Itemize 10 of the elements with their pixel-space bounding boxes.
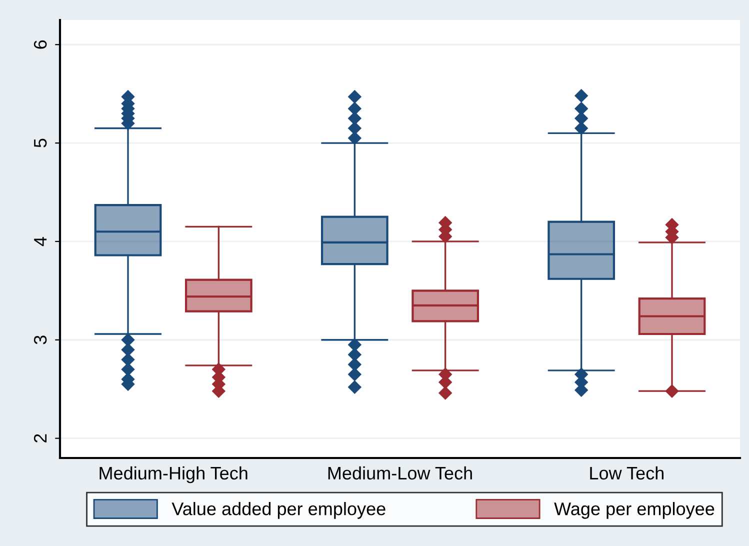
x-tick-label: Medium-Low Tech xyxy=(328,466,472,480)
x-tick-label: Low Tech xyxy=(590,466,664,480)
x-tick-label: Medium-High Tech xyxy=(100,466,248,484)
legend-label: Wage per employee xyxy=(554,502,714,519)
y-tick-label: 5 xyxy=(34,138,47,148)
y-tick-label: 3 xyxy=(34,336,47,344)
legend-label: Value added per employee xyxy=(172,502,386,519)
y-tick-label: 6 xyxy=(34,40,47,49)
y-tick-label: 4 xyxy=(34,236,47,246)
y-tick-label: 2 xyxy=(34,434,47,442)
